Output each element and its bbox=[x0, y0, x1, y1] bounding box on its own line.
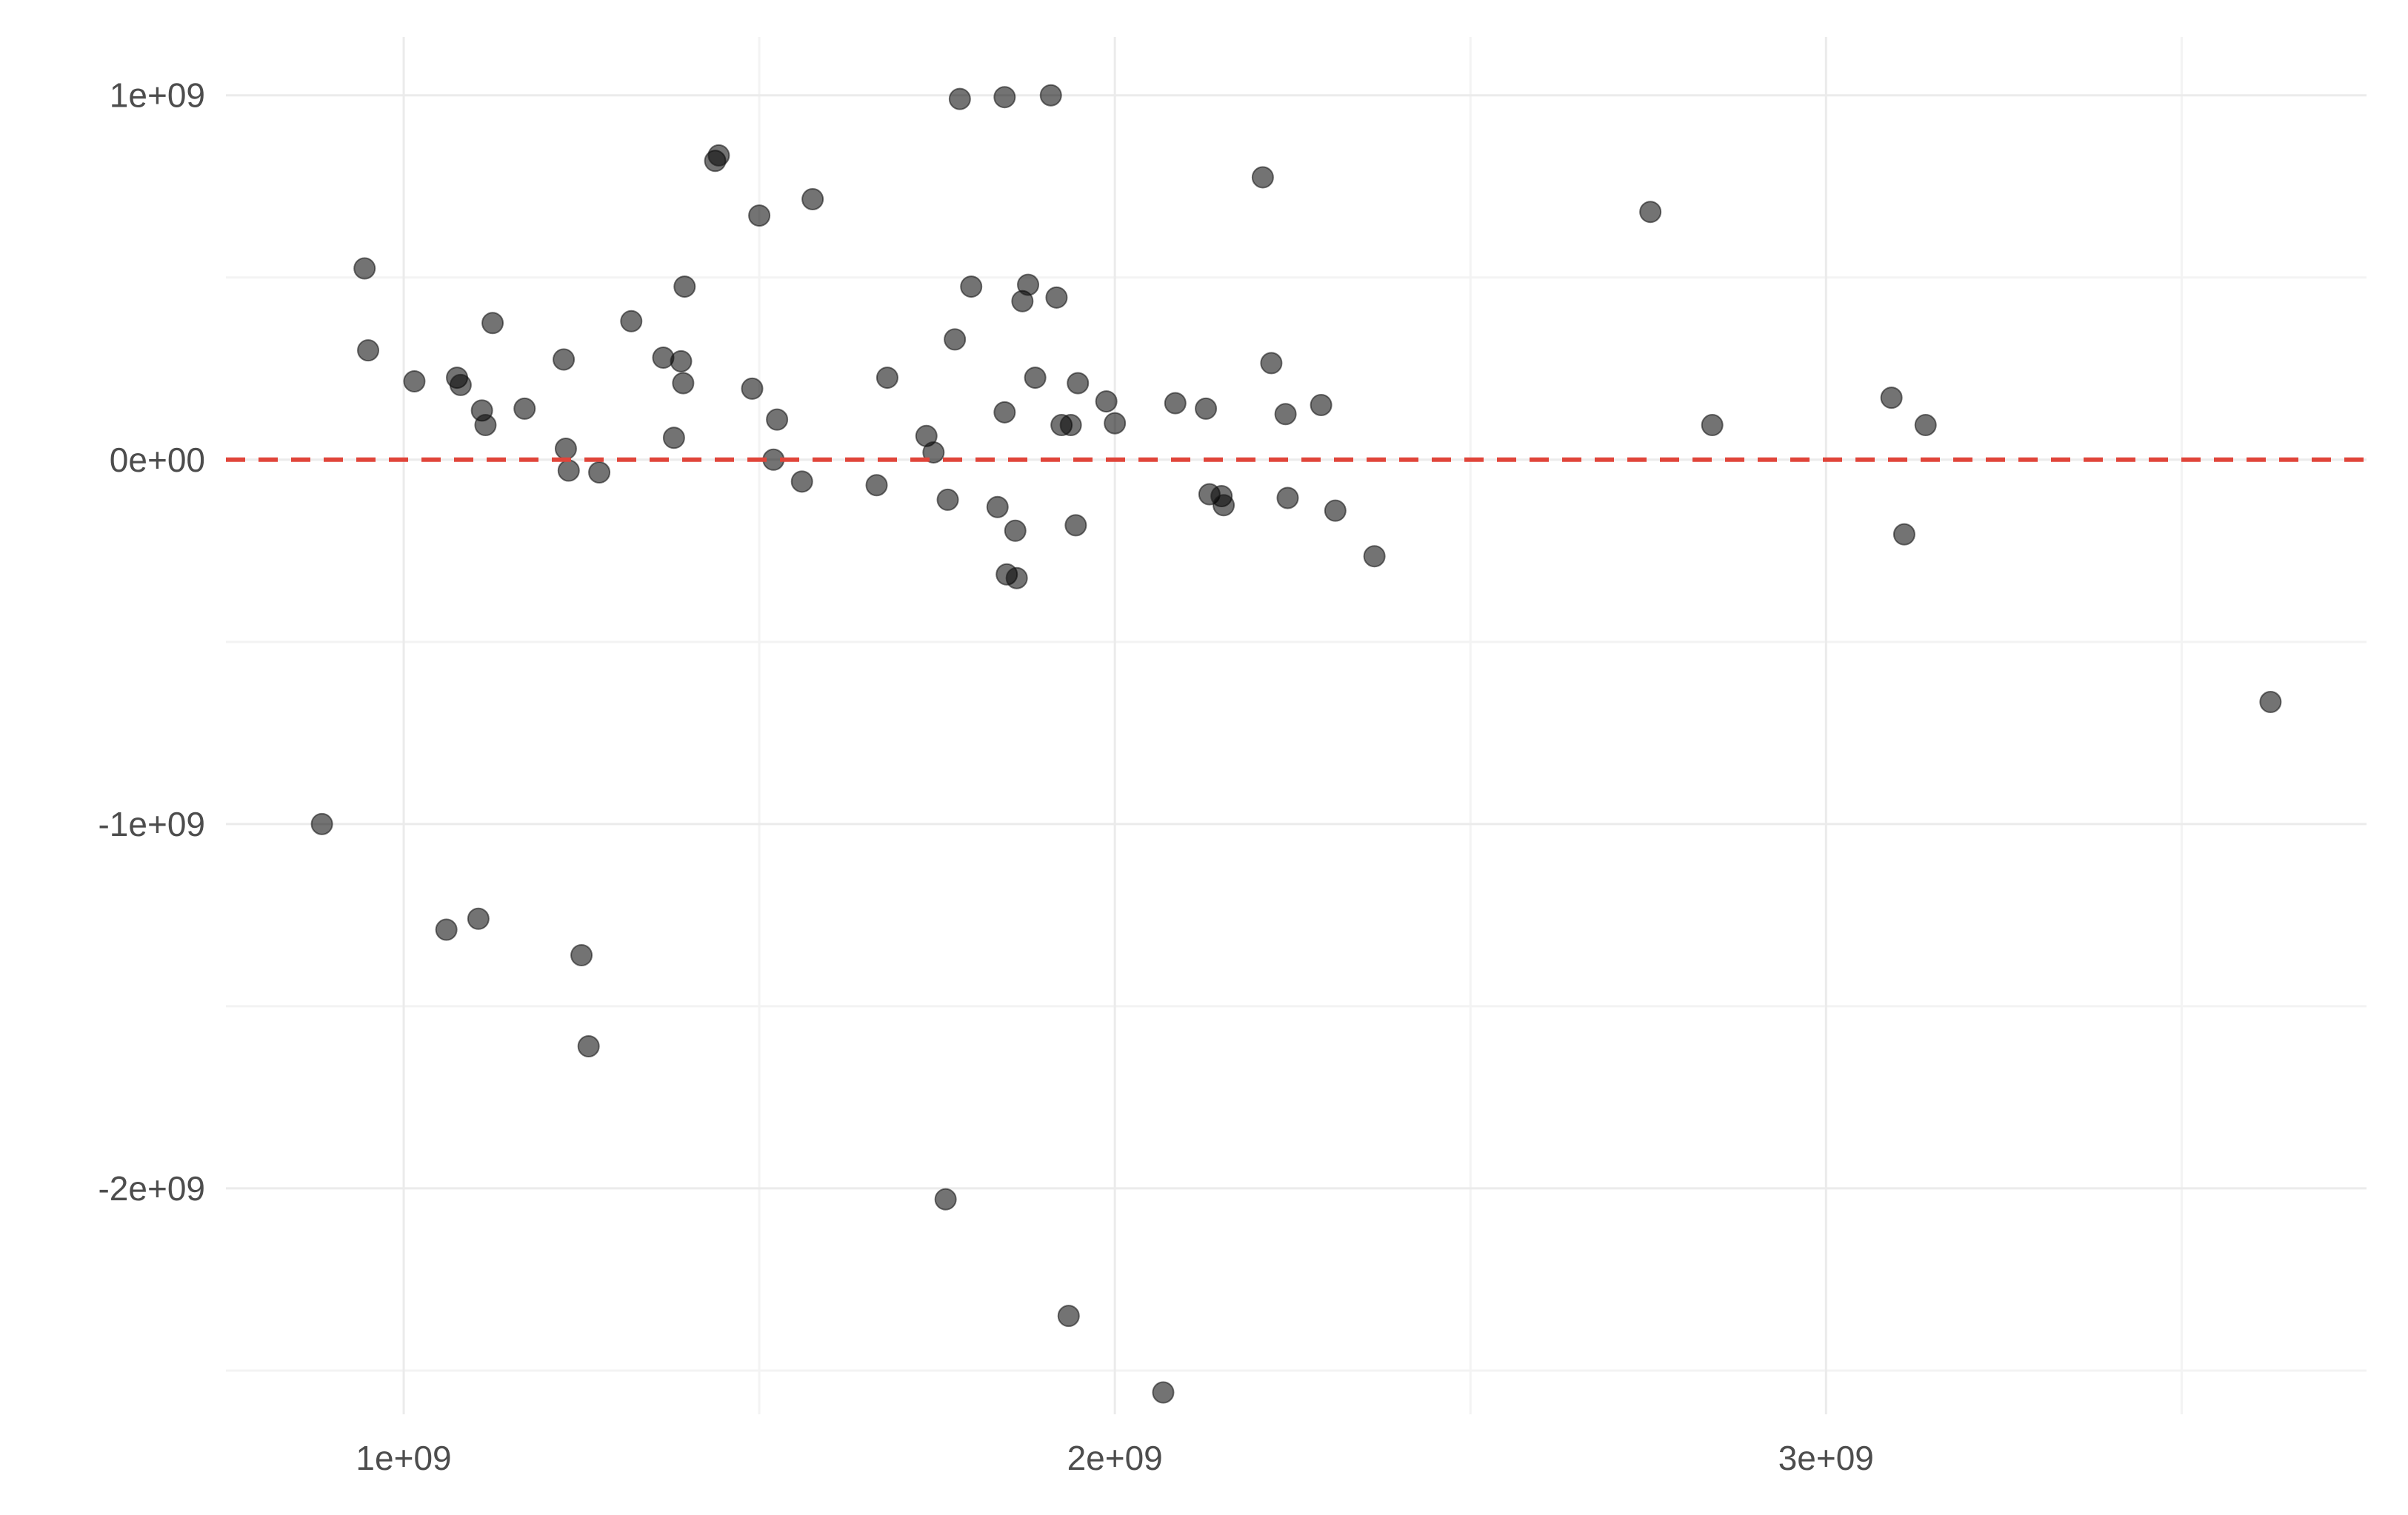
data-point bbox=[357, 339, 380, 362]
data-point bbox=[1892, 523, 1915, 546]
data-point bbox=[467, 907, 490, 930]
data-point bbox=[353, 257, 376, 280]
y-tick-label: -2e+09 bbox=[98, 1169, 205, 1208]
data-point bbox=[986, 495, 1009, 518]
data-point bbox=[748, 204, 771, 227]
data-point bbox=[1324, 499, 1347, 522]
data-point bbox=[790, 470, 813, 493]
data-point bbox=[620, 310, 643, 332]
data-point bbox=[403, 370, 426, 392]
data-point bbox=[741, 377, 764, 400]
data-point bbox=[1057, 1305, 1080, 1328]
data-point bbox=[670, 350, 693, 372]
data-point bbox=[2259, 691, 2282, 714]
data-point bbox=[588, 461, 611, 484]
data-point bbox=[557, 459, 580, 482]
data-point bbox=[934, 1188, 957, 1211]
data-point bbox=[1005, 566, 1028, 589]
data-point bbox=[577, 1035, 600, 1058]
data-point bbox=[662, 427, 685, 449]
data-points bbox=[310, 84, 2282, 1404]
data-point bbox=[766, 408, 789, 431]
data-point bbox=[1310, 393, 1333, 416]
data-point bbox=[310, 812, 333, 835]
data-point bbox=[993, 86, 1016, 109]
data-point bbox=[1195, 397, 1218, 420]
data-point bbox=[1024, 367, 1047, 389]
data-point bbox=[1017, 273, 1040, 296]
minor-gridlines bbox=[226, 37, 2367, 1414]
data-point bbox=[993, 401, 1016, 424]
data-point bbox=[1213, 494, 1235, 517]
data-point bbox=[1251, 166, 1274, 189]
data-point bbox=[1104, 412, 1127, 435]
data-point bbox=[1363, 545, 1386, 568]
data-point bbox=[876, 367, 898, 389]
data-point bbox=[1067, 372, 1090, 395]
x-axis-tick-labels: 1e+09 2e+09 3e+09 bbox=[356, 1439, 1873, 1477]
data-point bbox=[1639, 201, 1662, 224]
x-tick-label: 2e+09 bbox=[1067, 1439, 1163, 1477]
data-point bbox=[1059, 414, 1082, 437]
data-point bbox=[1039, 84, 1062, 107]
data-point bbox=[948, 87, 971, 110]
data-point bbox=[570, 944, 593, 966]
data-point bbox=[1701, 414, 1724, 437]
data-point bbox=[652, 347, 675, 369]
data-point bbox=[936, 488, 959, 511]
data-point bbox=[474, 414, 497, 437]
data-point bbox=[1164, 392, 1187, 415]
data-point bbox=[1276, 486, 1299, 509]
y-axis-tick-labels: 1e+09 0e+00 -1e+09 -2e+09 bbox=[98, 76, 205, 1208]
y-tick-label: 0e+00 bbox=[110, 441, 205, 479]
x-tick-label: 1e+09 bbox=[356, 1439, 451, 1477]
data-point bbox=[1152, 1381, 1175, 1404]
data-point bbox=[1880, 387, 1903, 409]
data-point bbox=[513, 397, 536, 420]
data-point bbox=[707, 144, 730, 167]
data-point bbox=[435, 918, 458, 941]
data-point bbox=[672, 372, 695, 395]
y-tick-label: 1e+09 bbox=[110, 76, 205, 115]
x-tick-label: 3e+09 bbox=[1778, 1439, 1874, 1477]
data-point bbox=[960, 275, 983, 298]
data-point bbox=[1095, 390, 1118, 413]
data-point bbox=[673, 275, 696, 298]
data-point bbox=[1045, 286, 1068, 309]
data-point bbox=[481, 312, 504, 335]
data-point bbox=[449, 373, 472, 396]
data-point bbox=[1274, 403, 1297, 426]
data-point bbox=[1064, 514, 1087, 537]
data-point bbox=[801, 187, 824, 210]
data-point bbox=[865, 474, 888, 497]
data-point bbox=[1914, 414, 1937, 437]
data-point bbox=[553, 348, 576, 371]
y-tick-label: -1e+09 bbox=[98, 805, 205, 843]
data-point bbox=[1260, 352, 1283, 375]
major-gridlines bbox=[226, 37, 2367, 1414]
data-point bbox=[554, 438, 577, 461]
data-point bbox=[1004, 519, 1027, 542]
data-point bbox=[944, 328, 967, 351]
